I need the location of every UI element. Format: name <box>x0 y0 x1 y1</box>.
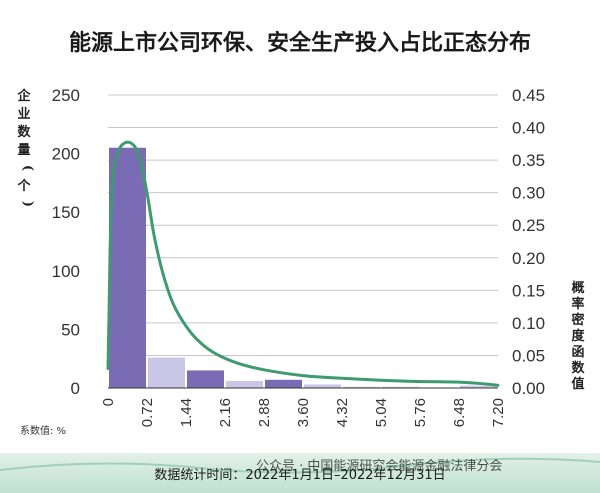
y2-tick-label: 0.35 <box>512 151 545 170</box>
left-y-title-char: ( <box>20 165 35 171</box>
y2-tick-label: 0.10 <box>512 314 545 333</box>
x-tick-label: 7.20 <box>490 398 507 427</box>
date-label: 数据统计时间：2022年1月1日–2022年12月31日 <box>154 468 445 483</box>
y2-tick-label: 0.45 <box>512 86 545 105</box>
histogram-bar <box>187 370 224 388</box>
right-y-title-char: 值 <box>571 376 584 392</box>
left-y-title-char: 企 <box>16 88 31 104</box>
histogram-bars <box>109 147 497 388</box>
left-y-title-char: 个 <box>16 178 31 194</box>
x-tick-labels: 0 0.72 1.44 2.16 2.88 3.60 4.32 5.04 5.76 6.48 7.2… <box>100 398 507 427</box>
watermark-text: 公众号 · 中国能源研究会能源金融法律分会 <box>256 458 502 474</box>
y2-tick-label: 0.30 <box>512 184 545 203</box>
right-y-tick-labels: 0.00 0.05 0.10 0.15 0.20 0.25 0.30 0.35 0.40 0.45 <box>512 86 545 398</box>
x-tick-label: 4.32 <box>334 398 351 427</box>
y-tick-label: 200 <box>52 145 80 164</box>
y-tick-label: 150 <box>52 203 80 222</box>
right-y-title-char: 数 <box>571 360 585 376</box>
histogram-bar <box>460 385 497 388</box>
right-y-title-char: 率 <box>571 296 584 312</box>
histogram-bar <box>382 386 419 388</box>
left-y-title-char: 量 <box>17 143 30 158</box>
x-axis-title: 系数值: % <box>20 424 66 437</box>
right-y-title-char: 度 <box>571 328 585 344</box>
y-tick-label: 0 <box>71 379 80 398</box>
x-tick-label: 5.76 <box>412 398 429 427</box>
gridlines <box>108 94 498 356</box>
y-tick-label: 250 <box>52 86 80 105</box>
y2-tick-label: 0.05 <box>512 346 545 365</box>
x-tick-label: 6.48 <box>451 398 468 427</box>
left-y-title-char: 数 <box>17 124 31 140</box>
histogram-bar <box>109 147 146 388</box>
y2-tick-label: 0.00 <box>512 379 545 398</box>
y2-tick-label: 0.20 <box>512 249 545 268</box>
right-y-title-char: 函 <box>571 345 584 360</box>
left-y-title-char: ) <box>20 201 35 207</box>
y-tick-label: 50 <box>61 320 80 339</box>
histogram-bar <box>226 380 263 388</box>
y2-tick-label: 0.40 <box>512 119 545 138</box>
x-tick-label: 2.88 <box>256 398 273 427</box>
x-tick-label: 1.44 <box>178 398 195 427</box>
y-tick-label: 100 <box>52 262 80 281</box>
left-y-tick-labels: 0 50 100 150 200 250 <box>52 86 80 398</box>
chart-title: 能源上市公司环保、安全生产投入占比正态分布 <box>69 30 531 56</box>
x-tick-label: 3.60 <box>295 398 312 427</box>
left-y-title-char: 业 <box>17 106 30 122</box>
histogram-bar <box>148 357 185 388</box>
histogram-bar <box>304 384 341 388</box>
y2-tick-label: 0.25 <box>512 216 545 235</box>
right-y-title-char: 密 <box>570 312 584 328</box>
x-tick-label: 0.72 <box>139 398 156 427</box>
y2-tick-label: 0.15 <box>512 281 545 300</box>
footer-wave <box>0 457 600 474</box>
x-tick-label: 0 <box>100 398 117 406</box>
histogram-bar <box>343 386 380 388</box>
density-curve <box>106 140 500 387</box>
x-tick-label: 5.04 <box>373 398 390 427</box>
x-tick-label: 2.16 <box>217 398 234 427</box>
histogram-bar <box>265 379 302 388</box>
right-y-title-char: 概 <box>571 280 584 296</box>
